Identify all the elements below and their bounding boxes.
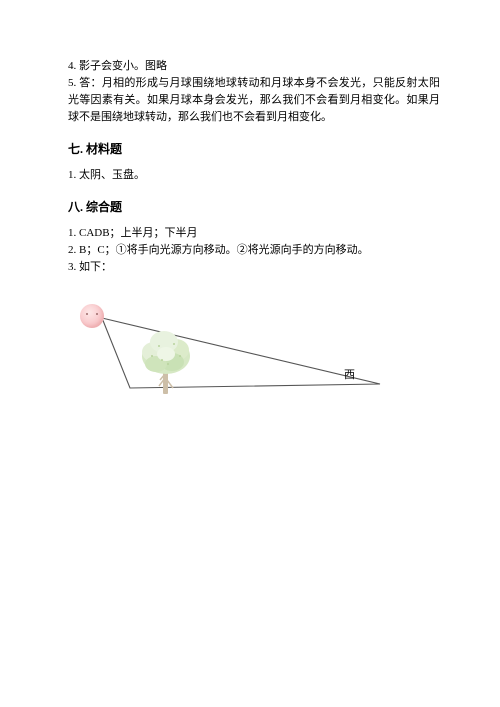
west-label: 西 [344,366,355,382]
answer-4: 4. 影子会变小。图略 [68,58,440,75]
section-8-item-3: 3. 如下： [68,259,440,276]
section-8-item-1: 1. CADB；上半月；下半月 [68,225,440,242]
answer-5: 5. 答：月相的形成与月球围绕地球转动和月球本身不会发光，只能反射太阳光等因素有… [68,75,440,126]
answer-5-prefix: 5. 答： [68,77,102,89]
shadow-diagram: 西 [62,288,422,438]
section-8-item-2: 2. B；C；①将手向光源方向移动。②将光源向手的方向移动。 [68,242,440,259]
page-content: 4. 影子会变小。图略 5. 答：月相的形成与月球围绕地球转动和月球本身不会发光… [0,0,500,438]
section-7-heading: 七. 材料题 [68,140,440,157]
section-8-heading: 八. 综合题 [68,198,440,215]
answer-5-body: 月相的形成与月球围绕地球转动和月球本身不会发光，只能反射太阳光等因素有关。如果月… [68,77,440,123]
triangle-svg [62,288,422,438]
tree-icon [134,322,198,396]
section-7-item-1: 1. 太阴、玉盘。 [68,167,440,184]
